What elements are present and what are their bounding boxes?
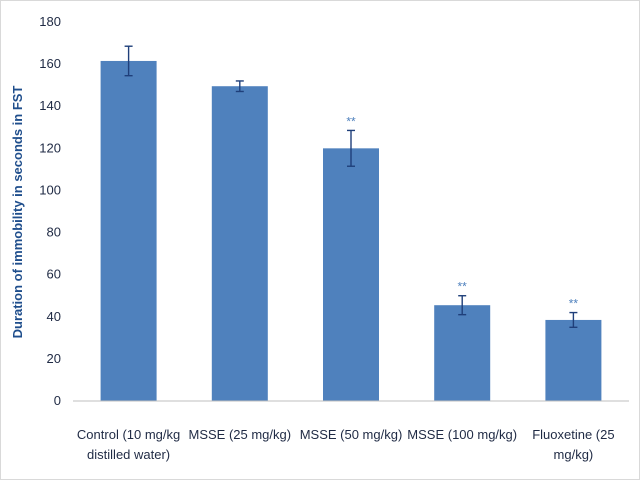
error-bar <box>569 311 578 329</box>
error-bar <box>124 45 133 77</box>
bar <box>100 60 157 401</box>
significance-marker: ** <box>458 280 468 294</box>
y-tick-label: 60 <box>47 267 61 282</box>
category-label: MSSE (100 mg/kg) <box>407 427 517 442</box>
bar <box>211 86 268 401</box>
error-bar <box>458 295 467 316</box>
y-axis-label: Duration of immobility in seconds in FST <box>10 86 25 339</box>
y-tick-label: 100 <box>39 182 61 197</box>
y-tick-label: 20 <box>47 351 61 366</box>
y-tick-label: 140 <box>39 98 61 113</box>
category-label: MSSE (25 mg/kg) <box>189 427 292 442</box>
category-label: MSSE (50 mg/kg) <box>300 427 403 442</box>
y-tick-label: 120 <box>39 140 61 155</box>
error-bar <box>347 129 355 167</box>
category-label: mg/kg) <box>554 447 594 462</box>
significance-marker: ** <box>569 297 579 311</box>
error-bar <box>235 80 244 93</box>
significance-marker: ** <box>346 114 356 128</box>
y-tick-label: 0 <box>54 393 61 408</box>
y-tick-label: 180 <box>39 14 61 29</box>
bar <box>434 305 491 401</box>
category-label: Fluoxetine (25 <box>532 427 614 442</box>
y-tick-label: 160 <box>39 56 61 71</box>
bar <box>323 148 379 401</box>
y-tick-label: 40 <box>47 309 61 324</box>
category-label: Control (10 mg/kg <box>77 427 180 442</box>
category-label: distilled water) <box>87 447 170 462</box>
y-tick-label: 80 <box>47 225 61 240</box>
bar <box>545 319 602 401</box>
